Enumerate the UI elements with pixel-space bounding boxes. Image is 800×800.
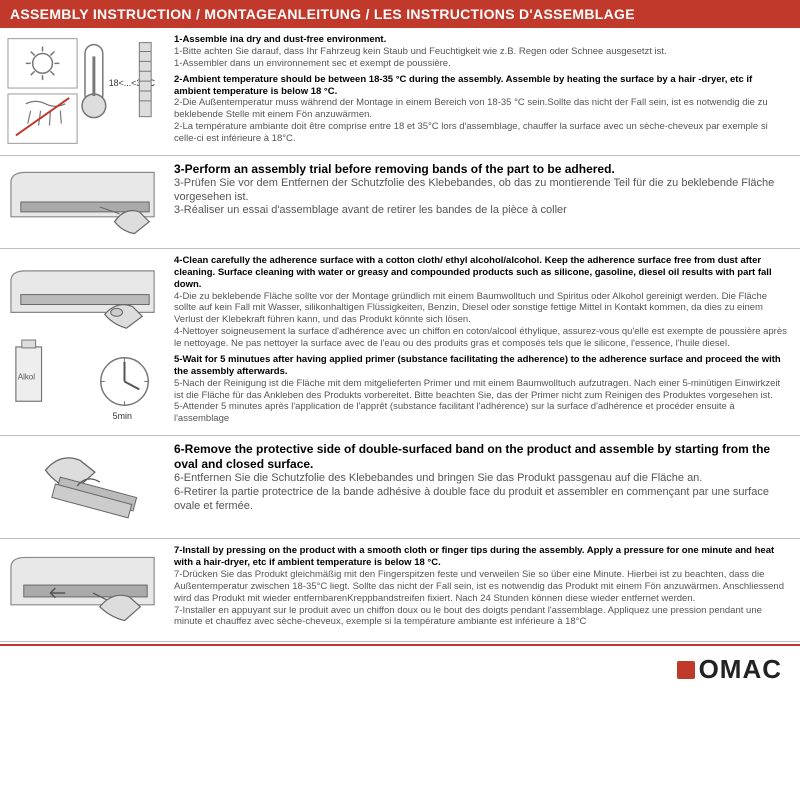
step-bold-text: 7-Install by pressing on the product wit… (174, 545, 790, 569)
header-title: ASSEMBLY INSTRUCTION / MONTAGEANLEITUNG … (0, 0, 800, 28)
step-translation-text: 7-Installer en appuyant sur le produit a… (174, 605, 790, 629)
step-4-text: 6-Remove the protective side of double-s… (170, 436, 800, 538)
step-bold-text: 4-Clean carefully the adherence surface … (174, 255, 790, 291)
step-translation-text: 5-Nach der Reinigung ist die Fläche mit … (174, 378, 790, 402)
step-row-3: Alkol 5min 4-Clean carefully the adheren… (0, 249, 800, 436)
step-translation-text: 7-Drücken Sie das Produkt gleichmäßig mi… (174, 569, 790, 605)
step-bold-text: 1-Assemble ina dry and dust-free environ… (174, 34, 790, 46)
step-5-text: 7-Install by pressing on the product wit… (170, 539, 800, 641)
step-translation-text: 1-Assembler dans un environnement sec et… (174, 58, 790, 70)
step-row-4: 6-Remove the protective side of double-s… (0, 436, 800, 539)
logo-text: OMAC (699, 654, 782, 685)
step-translation-text: 4-Die zu beklebende Fläche sollte vor de… (174, 291, 790, 327)
step-3-text: 4-Clean carefully the adherence surface … (170, 249, 800, 435)
step-5-icon (0, 539, 170, 641)
step-bold-text: 6-Remove the protective side of double-s… (174, 442, 790, 472)
step-translation-text: 2-La température ambiante doit être comp… (174, 121, 790, 145)
step-translation-text: 4-Nettoyer soigneusement la surface d'ad… (174, 326, 790, 350)
brand-logo: OMAC (677, 654, 782, 685)
step-translation-text: 5-Attender 5 minutes après l'application… (174, 401, 790, 425)
step-3-icon: Alkol 5min (0, 249, 170, 435)
step-translation-text: 6-Entfernen Sie die Schutzfolie des Kleb… (174, 472, 790, 486)
step-1-text: 1-Assemble ina dry and dust-free environ… (170, 28, 800, 155)
step-translation-text: 2-Die Außentemperatur muss während der M… (174, 97, 790, 121)
step-2-text: 3-Perform an assembly trial before remov… (170, 156, 800, 248)
step-2-icon (0, 156, 170, 248)
logo-mark-icon (677, 661, 695, 679)
svg-text:Alkol: Alkol (18, 373, 35, 382)
step-translation-text: 6-Retirer la partie protectrice de la ba… (174, 486, 790, 514)
step-row-5: 7-Install by pressing on the product wit… (0, 539, 800, 642)
step-translation-text: 1-Bitte achten Sie darauf, dass Ihr Fahr… (174, 46, 790, 58)
step-bold-text: 3-Perform an assembly trial before remov… (174, 162, 790, 177)
svg-text:5min: 5min (113, 411, 132, 421)
step-translation-text: 3-Prüfen Sie vor dem Entfernen der Schut… (174, 177, 790, 205)
step-row-2: 3-Perform an assembly trial before remov… (0, 156, 800, 249)
footer: OMAC (0, 644, 800, 689)
step-1-icon: 18<...<35 C (0, 28, 170, 155)
step-bold-text: 2-Ambient temperature should be between … (174, 74, 790, 98)
step-bold-text: 5-Wait for 5 minutues after having appli… (174, 354, 790, 378)
step-row-1: 18<...<35 C 1-Assemble ina dry and dust-… (0, 28, 800, 156)
step-translation-text: 3-Réaliser un essai d'assemblage avant d… (174, 204, 790, 218)
step-4-icon (0, 436, 170, 538)
